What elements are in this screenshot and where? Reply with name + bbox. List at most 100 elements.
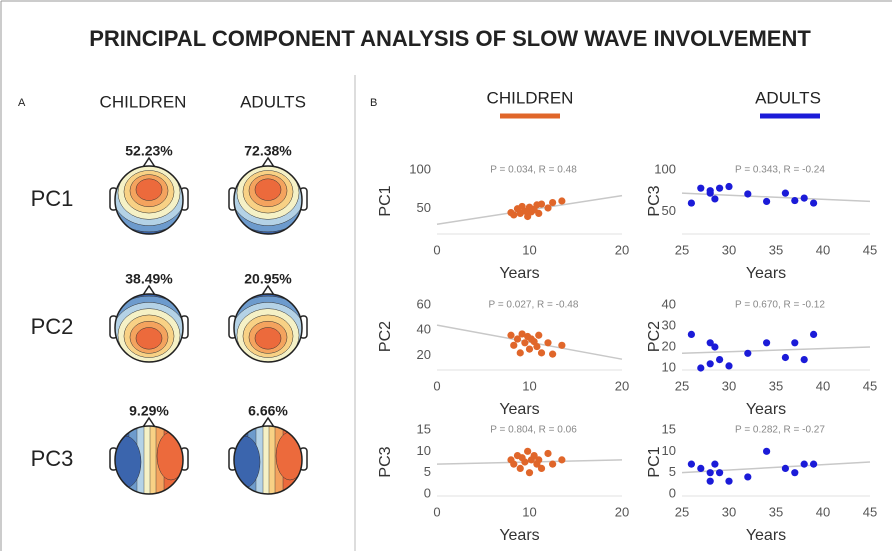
- point: [507, 331, 515, 339]
- x-axis-label: Years: [499, 265, 539, 282]
- point: [716, 356, 724, 364]
- point: [697, 464, 705, 472]
- point: [537, 464, 546, 472]
- annotation: P = 0.804, R = 0.06: [490, 425, 577, 436]
- point: [781, 353, 790, 362]
- column-header: CHILDREN: [100, 92, 187, 111]
- point: [558, 456, 566, 464]
- point: [711, 343, 719, 351]
- band: [254, 327, 282, 350]
- y-tick-label: 100: [409, 161, 431, 176]
- band: [254, 178, 282, 201]
- point: [800, 356, 808, 364]
- point: [533, 342, 541, 351]
- annotation: P = 0.282, R = -0.27: [735, 425, 825, 436]
- y-axis-label: PC2: [646, 321, 663, 352]
- x-tick-label: 25: [675, 242, 689, 257]
- point: [524, 447, 532, 455]
- point: [781, 464, 790, 472]
- panel-label: B: [370, 97, 377, 109]
- topomap: [109, 416, 189, 495]
- point: [558, 341, 566, 349]
- y-tick-label: 20: [417, 347, 431, 362]
- point: [791, 469, 799, 477]
- point: [744, 349, 752, 357]
- y-axis-label: PC1: [646, 446, 663, 477]
- panel-label: A: [18, 97, 26, 109]
- point: [513, 335, 522, 343]
- x-tick-label: 40: [816, 504, 830, 519]
- x-tick-label: 30: [722, 242, 736, 257]
- y-tick-label: 30: [662, 317, 676, 332]
- head-nose: [261, 416, 275, 428]
- y-tick-label: 40: [662, 296, 676, 311]
- point: [549, 350, 557, 358]
- head-outline: [114, 425, 184, 495]
- fit-line: [436, 324, 623, 360]
- y-tick-label: 5: [424, 464, 431, 479]
- point: [725, 182, 733, 191]
- band: [143, 426, 151, 494]
- point: [510, 460, 518, 468]
- head-nose: [261, 284, 275, 296]
- point: [800, 194, 808, 202]
- percentage: 20.95%: [244, 271, 292, 287]
- point: [687, 330, 696, 338]
- point: [725, 362, 733, 370]
- fit-line: [681, 346, 871, 355]
- band: [135, 327, 163, 350]
- y-tick-label: 10: [417, 443, 431, 458]
- y-tick-label: 20: [662, 338, 676, 353]
- y-axis-label: PC1: [377, 185, 394, 216]
- percentage: 72.38%: [244, 143, 292, 159]
- column-header: ADULTS: [755, 88, 821, 107]
- y-axis-label: PC2: [377, 321, 394, 352]
- y-tick-label: 50: [417, 200, 431, 215]
- y-axis-label: PC3: [377, 446, 394, 477]
- point: [744, 190, 752, 198]
- x-tick-label: 40: [816, 378, 830, 393]
- point: [810, 330, 818, 338]
- point: [706, 189, 714, 197]
- figure-title: PRINCIPAL COMPONENT ANALYSIS OF SLOW WAV…: [89, 26, 811, 51]
- y-tick-label: 10: [662, 359, 676, 374]
- x-axis-label: Years: [746, 527, 786, 544]
- y-axis-label: PC3: [646, 185, 663, 216]
- annotation: P = 0.670, R = -0.12: [735, 300, 825, 311]
- point: [535, 456, 543, 464]
- x-axis-label: Years: [499, 527, 539, 544]
- y-tick-label: 40: [417, 322, 431, 337]
- x-tick-label: 20: [615, 242, 629, 257]
- x-tick-label: 45: [863, 504, 877, 519]
- point: [763, 197, 771, 206]
- point: [544, 204, 552, 212]
- head-nose: [142, 284, 156, 296]
- point: [706, 339, 714, 347]
- row-label: PC3: [31, 446, 74, 471]
- fit-line: [681, 461, 871, 474]
- percentage: 6.66%: [248, 403, 288, 419]
- point: [549, 198, 557, 207]
- head-fill: [234, 294, 302, 362]
- head-outline: [233, 165, 303, 235]
- column-header: CHILDREN: [487, 88, 574, 107]
- point: [791, 196, 799, 205]
- band: [268, 426, 276, 494]
- head-nose: [142, 416, 156, 428]
- y-tick-label: 100: [654, 161, 676, 176]
- band: [135, 178, 163, 201]
- point: [800, 460, 808, 468]
- x-tick-label: 35: [769, 242, 783, 257]
- point: [544, 449, 552, 458]
- band: [149, 426, 157, 494]
- row-label: PC2: [31, 314, 74, 339]
- point: [549, 460, 557, 468]
- y-tick-label: 10: [662, 443, 676, 458]
- x-tick-label: 20: [615, 378, 629, 393]
- band: [262, 426, 270, 494]
- point: [525, 469, 534, 477]
- point: [697, 364, 705, 372]
- point: [706, 477, 714, 485]
- x-tick-label: 0: [433, 242, 440, 257]
